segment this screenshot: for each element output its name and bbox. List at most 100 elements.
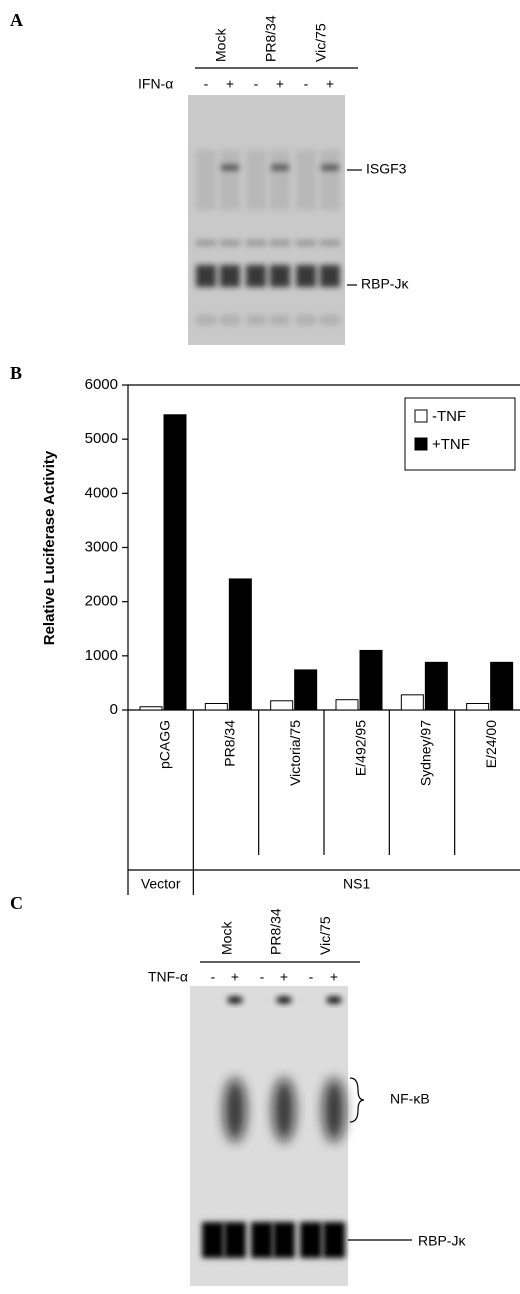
band [270, 315, 290, 325]
band [320, 265, 340, 287]
sign-label: - [304, 76, 309, 92]
bar [425, 662, 447, 710]
sign-label: - [254, 76, 259, 92]
bar [271, 701, 293, 710]
bar [467, 704, 489, 711]
sign-label: + [276, 76, 284, 92]
band [270, 240, 290, 246]
x-tick-label: pCAGG [156, 720, 172, 769]
band-label: NF-κB [390, 1091, 430, 1107]
bar [360, 650, 382, 710]
y-tick-label: 2000 [85, 593, 118, 610]
band [251, 1222, 273, 1258]
bar [229, 579, 251, 710]
legend-label: +TNF [432, 436, 470, 453]
y-tick-label: 1000 [85, 647, 118, 664]
band [276, 996, 292, 1004]
band [273, 1222, 295, 1258]
band [196, 150, 216, 210]
sign-label: + [231, 969, 239, 985]
legend-swatch [415, 410, 427, 422]
band [196, 265, 216, 287]
band [323, 1078, 345, 1142]
band [196, 315, 216, 325]
y-axis-label: Relative Luciferase Activity [41, 450, 58, 645]
lane-label: Vic/75 [317, 916, 333, 955]
band-label: RBP-Jκ [361, 276, 409, 292]
bar [295, 670, 317, 710]
gel [188, 95, 345, 345]
panel-label: B [10, 363, 22, 383]
treatment-label: IFN-α [138, 76, 173, 92]
panel-label: A [10, 10, 23, 30]
bar [401, 695, 423, 710]
group-label: Vector [141, 876, 181, 892]
band [224, 1222, 246, 1258]
band [270, 265, 290, 287]
band [296, 315, 316, 325]
y-tick-label: 6000 [85, 376, 118, 393]
panel-label: C [10, 893, 23, 913]
y-tick-label: 5000 [85, 430, 118, 447]
y-tick-label: 3000 [85, 538, 118, 555]
x-tick-label: E/492/95 [352, 720, 368, 776]
sign-label: - [204, 76, 209, 92]
bar [164, 415, 186, 710]
band [320, 315, 340, 325]
sign-label: + [330, 969, 338, 985]
x-tick-label: E/24/00 [483, 720, 499, 768]
bar [205, 704, 227, 711]
band [220, 265, 240, 287]
lane-label: PR8/34 [263, 15, 279, 62]
band [227, 996, 243, 1004]
band [224, 1078, 246, 1142]
band [220, 150, 240, 210]
sign-label: + [226, 76, 234, 92]
band [270, 150, 290, 210]
band-bracket [350, 1078, 364, 1122]
sign-label: + [326, 76, 334, 92]
sign-label: - [211, 969, 216, 985]
lane-label: Vic/75 [313, 23, 329, 62]
band [220, 240, 240, 246]
y-tick-label: 4000 [85, 484, 118, 501]
band [221, 164, 239, 171]
band [323, 1222, 345, 1258]
band [273, 1078, 295, 1142]
band [246, 150, 266, 210]
band [320, 240, 340, 246]
bar [140, 707, 162, 710]
band [246, 265, 266, 287]
group-label: NS1 [343, 876, 370, 892]
band [296, 150, 316, 210]
sign-label: + [280, 969, 288, 985]
band [296, 240, 316, 246]
band [320, 150, 340, 210]
band [296, 265, 316, 287]
band [326, 996, 342, 1004]
sign-label: - [260, 969, 265, 985]
y-tick-label: 0 [110, 701, 118, 718]
band [196, 240, 216, 246]
bar [336, 700, 358, 710]
band [202, 1222, 224, 1258]
lane-label: Mock [219, 921, 235, 955]
band [246, 240, 266, 246]
band-label: ISGF3 [366, 161, 407, 177]
lane-label: Mock [213, 28, 229, 62]
band [321, 164, 339, 171]
x-tick-label: PR8/34 [222, 720, 238, 767]
treatment-label: TNF-α [148, 969, 188, 985]
band-label: RBP-Jκ [418, 1233, 466, 1249]
lane-label: PR8/34 [268, 908, 284, 955]
figure: A IFN-α ISGF3 RBP-Jκ B Relative Lucifera… [0, 0, 520, 1294]
x-tick-label: Victoria/75 [287, 720, 303, 786]
band [220, 315, 240, 325]
legend-swatch [415, 438, 427, 450]
band [271, 164, 289, 171]
band [300, 1222, 322, 1258]
x-tick-label: Sydney/97 [418, 720, 434, 786]
sign-label: - [309, 969, 314, 985]
bar [491, 662, 513, 710]
band [246, 315, 266, 325]
